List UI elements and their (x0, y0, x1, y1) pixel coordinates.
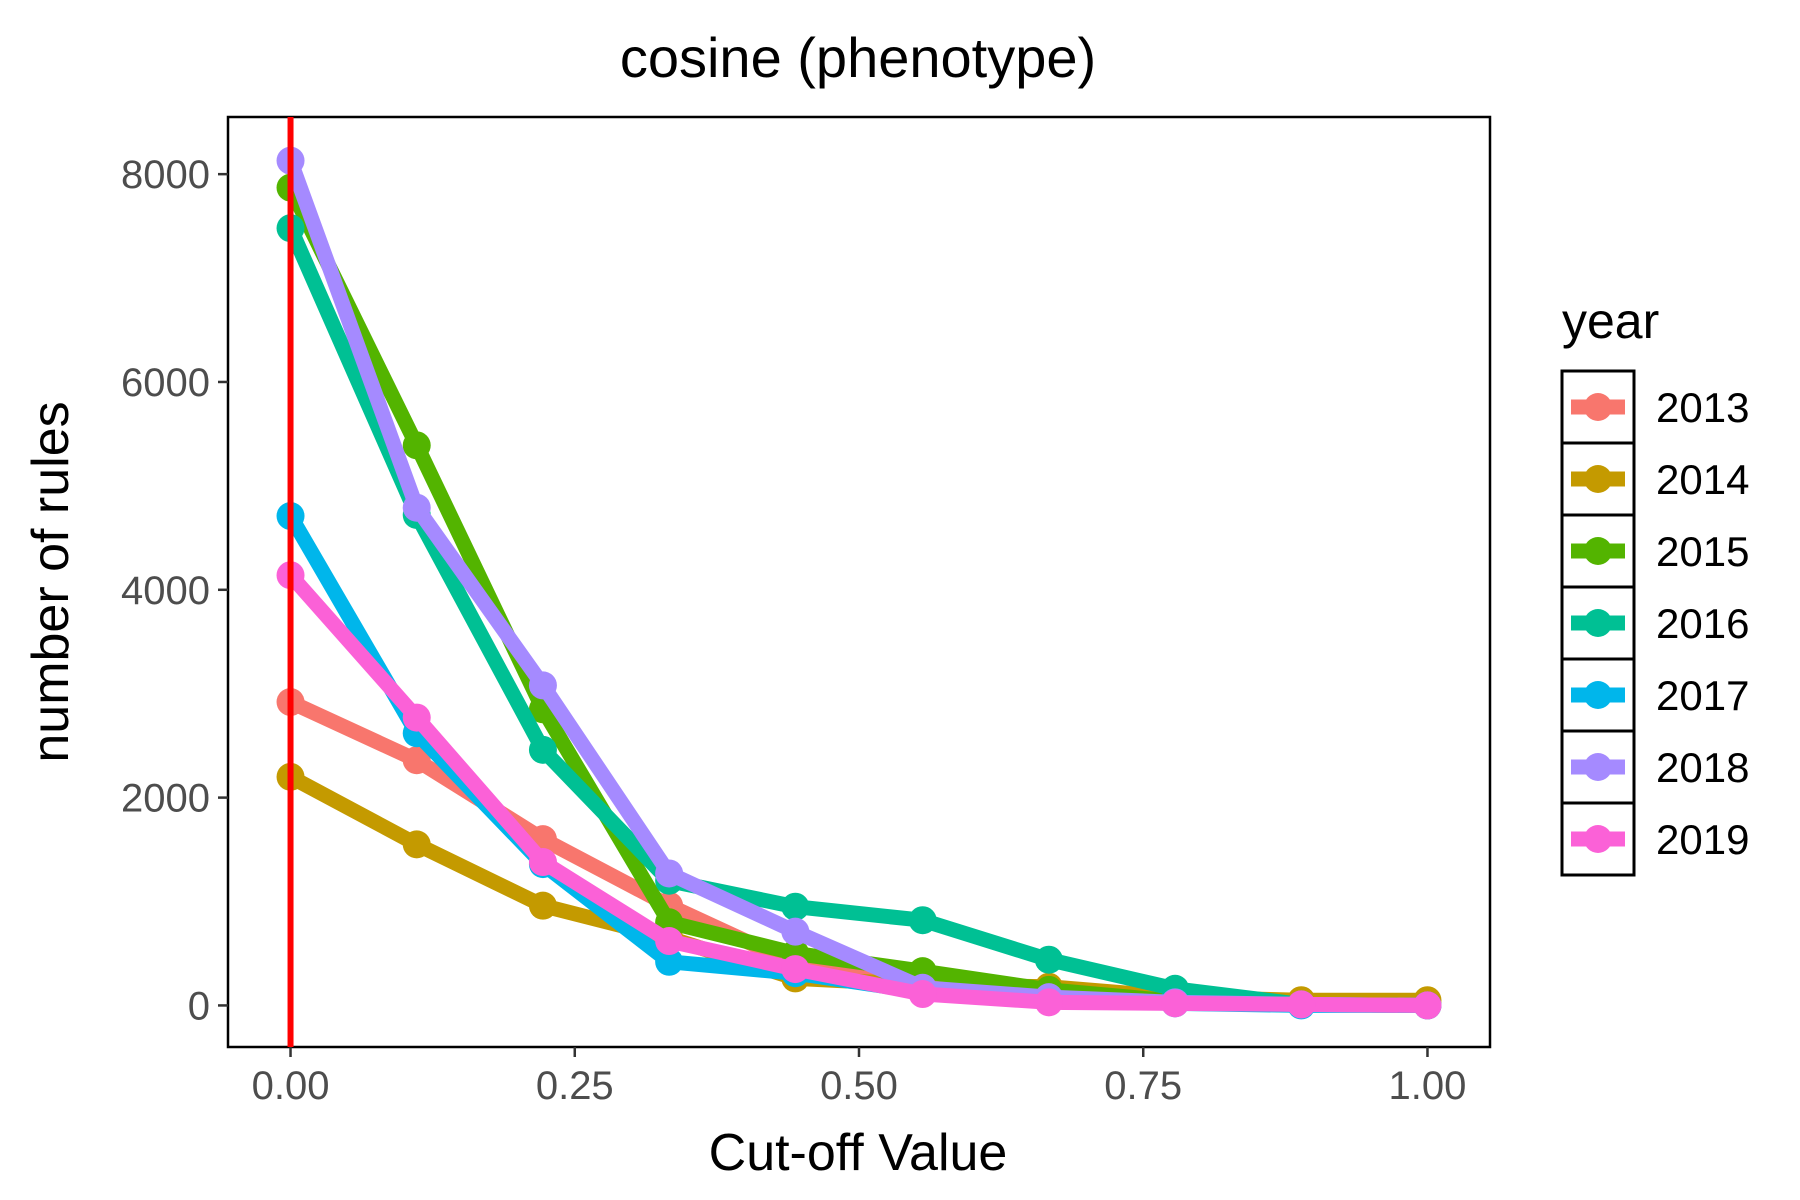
legend-label: 2017 (1656, 672, 1749, 719)
series-line (283, 567, 1435, 1013)
legend-item: 2019 (1562, 801, 1749, 863)
legend-key-point (1584, 393, 1612, 421)
data-point (1034, 988, 1063, 1017)
data-point (781, 892, 810, 921)
data-point (528, 848, 557, 877)
y-tick-label: 0 (188, 984, 210, 1028)
legend-item: 2015 (1562, 513, 1749, 575)
data-point (528, 735, 557, 764)
y-tick-label: 6000 (121, 361, 210, 405)
legend-label: 2016 (1656, 600, 1749, 647)
data-point (1034, 945, 1063, 974)
legend: year 2013 2014 2015 2016 2017 2018 2019 (1560, 293, 1749, 877)
legend-key-point (1584, 681, 1612, 709)
legend-label: 2013 (1656, 384, 1749, 431)
legend-key-point (1584, 537, 1612, 565)
legend-key-point (1584, 753, 1612, 781)
y-axis-title: number of rules (22, 401, 80, 762)
data-point (1161, 989, 1190, 1018)
data-point (908, 906, 937, 935)
data-point (402, 703, 431, 732)
x-tick-label: 1.00 (1389, 1064, 1467, 1108)
legend-label: 2019 (1656, 816, 1749, 863)
y-axis: 0 2000 4000 6000 8000 (121, 153, 228, 1028)
x-tick-label: 0.00 (252, 1064, 330, 1108)
y-tick-label: 2000 (121, 777, 210, 821)
y-tick-label: 4000 (121, 569, 210, 613)
series-lines (276, 146, 1442, 1020)
legend-item: 2016 (1562, 585, 1749, 647)
data-point (402, 830, 431, 859)
legend-key-point (1584, 609, 1612, 637)
legend-item: 2017 (1562, 657, 1749, 719)
x-tick-label: 0.25 (536, 1064, 614, 1108)
data-point (402, 746, 431, 775)
plot-panel (226, 115, 1492, 1049)
x-tick-label: 0.75 (1104, 1064, 1182, 1108)
data-point (402, 431, 431, 460)
legend-label: 2018 (1656, 744, 1749, 791)
data-point (402, 493, 431, 522)
data-point (655, 859, 684, 888)
x-tick-label: 0.50 (820, 1064, 898, 1108)
x-axis: 0.00 0.25 0.50 0.75 1.00 (252, 1047, 1467, 1108)
legend-items: 2013 2014 2015 2016 2017 2018 2019 (1560, 369, 1749, 877)
chart-title: cosine (phenotype) (620, 26, 1096, 89)
series-2019 (276, 561, 1442, 1020)
legend-item: 2013 (1571, 384, 1749, 431)
data-point (528, 671, 557, 700)
data-point (1413, 991, 1442, 1020)
legend-key-point (1584, 825, 1612, 853)
legend-item: 2014 (1562, 441, 1749, 503)
legend-item: 2018 (1562, 729, 1749, 791)
x-axis-title: Cut-off Value (709, 1124, 1008, 1182)
legend-key-point (1584, 465, 1612, 493)
data-point (655, 947, 684, 976)
legend-label: 2014 (1656, 456, 1749, 503)
data-point (655, 927, 684, 956)
legend-label: 2015 (1656, 528, 1749, 575)
data-point (1287, 990, 1316, 1019)
legend-title: year (1562, 293, 1659, 349)
y-tick-label: 8000 (121, 153, 210, 197)
data-point (528, 891, 557, 920)
data-point (908, 980, 937, 1009)
data-point (781, 917, 810, 946)
data-point (781, 955, 810, 984)
